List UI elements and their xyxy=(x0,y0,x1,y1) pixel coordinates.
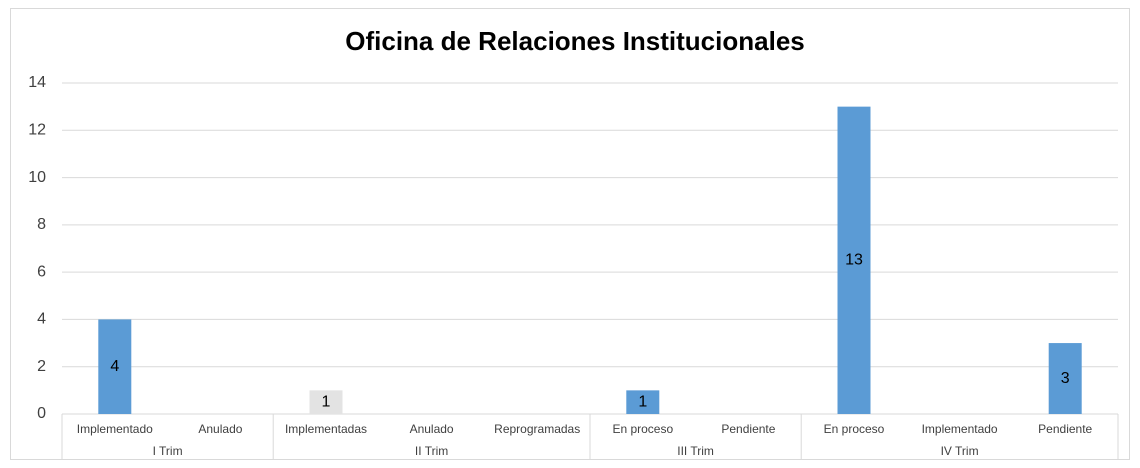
bar xyxy=(98,319,132,414)
y-tick-label: 0 xyxy=(37,405,46,422)
x-tick-label: Implementado xyxy=(922,422,998,436)
y-tick-label: 2 xyxy=(37,358,46,375)
x-tick-label: En proceso xyxy=(612,422,673,436)
chart-frame xyxy=(10,8,1130,460)
x-tick-label: Anulado xyxy=(410,422,454,436)
y-tick-label: 4 xyxy=(37,311,46,328)
bar xyxy=(626,390,660,414)
x-tick-label: Pendiente xyxy=(721,422,775,436)
y-tick-label: 14 xyxy=(28,74,46,91)
bar xyxy=(309,390,343,414)
x-tick-label: Reprogramadas xyxy=(494,422,580,436)
group-label: I Trim xyxy=(153,444,183,458)
data-label: 1 xyxy=(322,393,331,410)
data-label: 13 xyxy=(845,252,863,269)
x-tick-label: Implementadas xyxy=(285,422,367,436)
data-label: 1 xyxy=(638,393,647,410)
y-tick-label: 6 xyxy=(37,263,46,280)
y-tick-label: 8 xyxy=(37,216,46,233)
group-label: IV Trim xyxy=(941,444,979,458)
x-tick-label: En proceso xyxy=(824,422,885,436)
data-label: 4 xyxy=(110,358,119,375)
bar xyxy=(1048,343,1082,414)
y-tick-label: 10 xyxy=(28,169,46,186)
x-tick-label: Implementado xyxy=(77,422,153,436)
group-label: II Trim xyxy=(415,444,448,458)
chart-title: Oficina de Relaciones Institucionales xyxy=(345,26,804,56)
bar xyxy=(837,106,871,415)
group-label: III Trim xyxy=(677,444,714,458)
y-tick-label: 12 xyxy=(28,122,46,139)
x-tick-label: Anulado xyxy=(198,422,242,436)
x-tick-label: Pendiente xyxy=(1038,422,1092,436)
data-label: 3 xyxy=(1061,370,1070,387)
